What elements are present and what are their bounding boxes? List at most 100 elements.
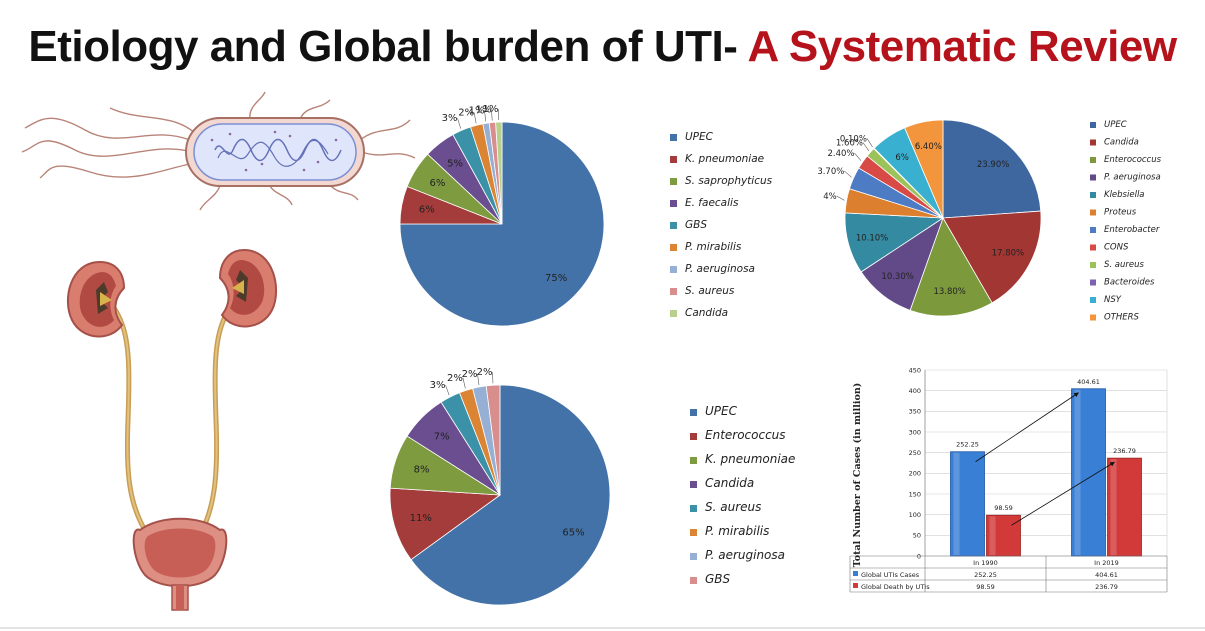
pie1-labels: 75%6%6%5%3%2%1%1%1% — [419, 104, 567, 284]
legend-entry: UPEC — [1104, 120, 1127, 130]
pie-slice — [495, 121, 503, 225]
pie-value-label: 10.10% — [856, 233, 888, 243]
pie-slice — [909, 217, 993, 317]
pie-leader-line — [491, 109, 493, 121]
legend-swatch — [1090, 209, 1096, 216]
pie-value-label: 3% — [430, 380, 446, 391]
pie3-labels: 65%11%8%7%3%2%2% 2% — [410, 367, 585, 538]
table-legend-key — [853, 571, 858, 576]
y-tick-label: 50 — [913, 532, 921, 540]
pie-leader-line — [866, 138, 873, 148]
pie-value-label: 11% — [410, 513, 432, 524]
legend-entry: UPEC — [685, 131, 714, 143]
bar-value-label: 236.79 — [1113, 447, 1136, 455]
table-cell: 236.79 — [1095, 583, 1118, 591]
pie-leader-line — [484, 110, 487, 122]
legend-swatch — [690, 409, 697, 416]
pie1-slices — [399, 121, 605, 327]
pie-leader-line — [844, 170, 852, 178]
legend-entry: S. aureus — [1104, 260, 1145, 270]
table-cell: 252.25 — [974, 571, 997, 579]
pie-leader-line — [854, 152, 862, 161]
bar-highlight — [989, 516, 996, 555]
table-cell: 98.59 — [976, 583, 995, 591]
pie-value-label: 1% — [476, 104, 492, 115]
pie-value-label: 65% — [562, 527, 584, 538]
legend-entry: GBS — [685, 219, 707, 231]
bar — [986, 514, 1021, 557]
pie-value-label: 2% — [477, 367, 493, 378]
legend-swatch — [670, 266, 677, 273]
pie-leader-line — [862, 142, 870, 152]
legend-entry: P. mirabilis — [705, 524, 769, 538]
pie-leader-line — [457, 118, 461, 129]
table-series-name: Global UTIs Cases — [861, 571, 920, 579]
legend-swatch — [1090, 244, 1096, 251]
legend-entry: OTHERS — [1104, 313, 1140, 323]
y-tick-label: 150 — [909, 490, 921, 498]
pie-leader-line — [473, 112, 477, 124]
pie-value-label: 6% — [895, 153, 909, 163]
pie-slice — [485, 384, 501, 496]
legend-entry: S. saprophyticus — [685, 175, 773, 187]
legend-swatch — [690, 505, 697, 512]
legend-swatch — [1090, 192, 1096, 198]
pie3-legend: UPEC Enterococcus K. pneumoniae Candida S. a… — [690, 404, 795, 586]
table-series-name: Global Death by UTIs — [861, 583, 930, 591]
bar-value-label: 404.61 — [1077, 378, 1100, 386]
pie-slice — [942, 210, 1042, 304]
pie2-slices — [844, 119, 1042, 317]
y-tick-label: 350 — [909, 408, 921, 416]
bar-value-labels: 252.25 404.61 98.59 236.79 — [956, 378, 1136, 512]
pie2-legend: UPEC Candida Enterococcus P. aeruginosa Kleb… — [1090, 120, 1162, 323]
legend-entry: S. aureus — [685, 285, 735, 297]
legend-swatch — [1090, 157, 1096, 163]
pie-value-label: 8% — [414, 465, 430, 476]
table-legend-key — [853, 583, 858, 588]
table-cell: 404.61 — [1095, 571, 1118, 579]
legend-swatch — [690, 529, 697, 536]
bar — [1107, 457, 1142, 557]
legend-swatch — [690, 481, 697, 488]
legend-entry: Candida — [705, 476, 754, 490]
legend-entry: P. aeruginosa — [1104, 173, 1161, 183]
legend-entry: E. faecalis — [685, 197, 739, 209]
pie-value-label: 1.60% — [836, 138, 863, 148]
legend-entry: CONS — [1104, 243, 1129, 253]
pie-value-label: 7% — [434, 432, 450, 443]
legend-swatch — [670, 178, 677, 185]
legend-swatch — [1090, 279, 1096, 286]
pie-leader-line — [462, 377, 466, 389]
legend-swatch — [670, 200, 677, 207]
pie-value-label: 6% — [429, 178, 445, 189]
legend-entry: Proteus — [1104, 208, 1137, 218]
pie-leader-line — [445, 384, 450, 396]
legend-entry: UPEC — [705, 404, 738, 418]
pie2-labels: 23.90% 17.80% 13.80% 10.30% 10.10% 4% 3.70% 2.4… — [817, 134, 1024, 297]
legend-swatch — [690, 577, 697, 584]
pie-leader-line — [836, 195, 845, 201]
bar — [1071, 388, 1106, 557]
pie-leader-line — [477, 374, 480, 386]
legend-entry: Enterococcus — [1104, 155, 1162, 165]
legend-entry: K. pneumoniae — [685, 153, 764, 165]
bar-y-axis-label: Total Number of Cases (in million) — [852, 383, 863, 567]
legend-entry: P. aeruginosa — [705, 548, 785, 562]
pie-value-label: 6% — [419, 205, 435, 216]
bar-y-tick-labels: 050100150200250300350400450 — [909, 366, 921, 560]
pie-value-label: 23.90% — [977, 160, 1009, 170]
legend-swatch — [690, 457, 697, 464]
legend-swatch — [670, 156, 677, 163]
legend-entry: K. pneumoniae — [705, 452, 795, 466]
legend-swatch — [690, 433, 697, 440]
legend-entry: S. aureus — [705, 500, 761, 514]
trend-arrow — [1011, 461, 1115, 526]
bacterium-illustration — [21, 91, 416, 211]
title-part-accent: A Systematic Review — [747, 22, 1177, 71]
legend-swatch — [1090, 314, 1096, 321]
legend-swatch — [670, 222, 677, 229]
pie-value-label: 2% — [458, 108, 474, 119]
